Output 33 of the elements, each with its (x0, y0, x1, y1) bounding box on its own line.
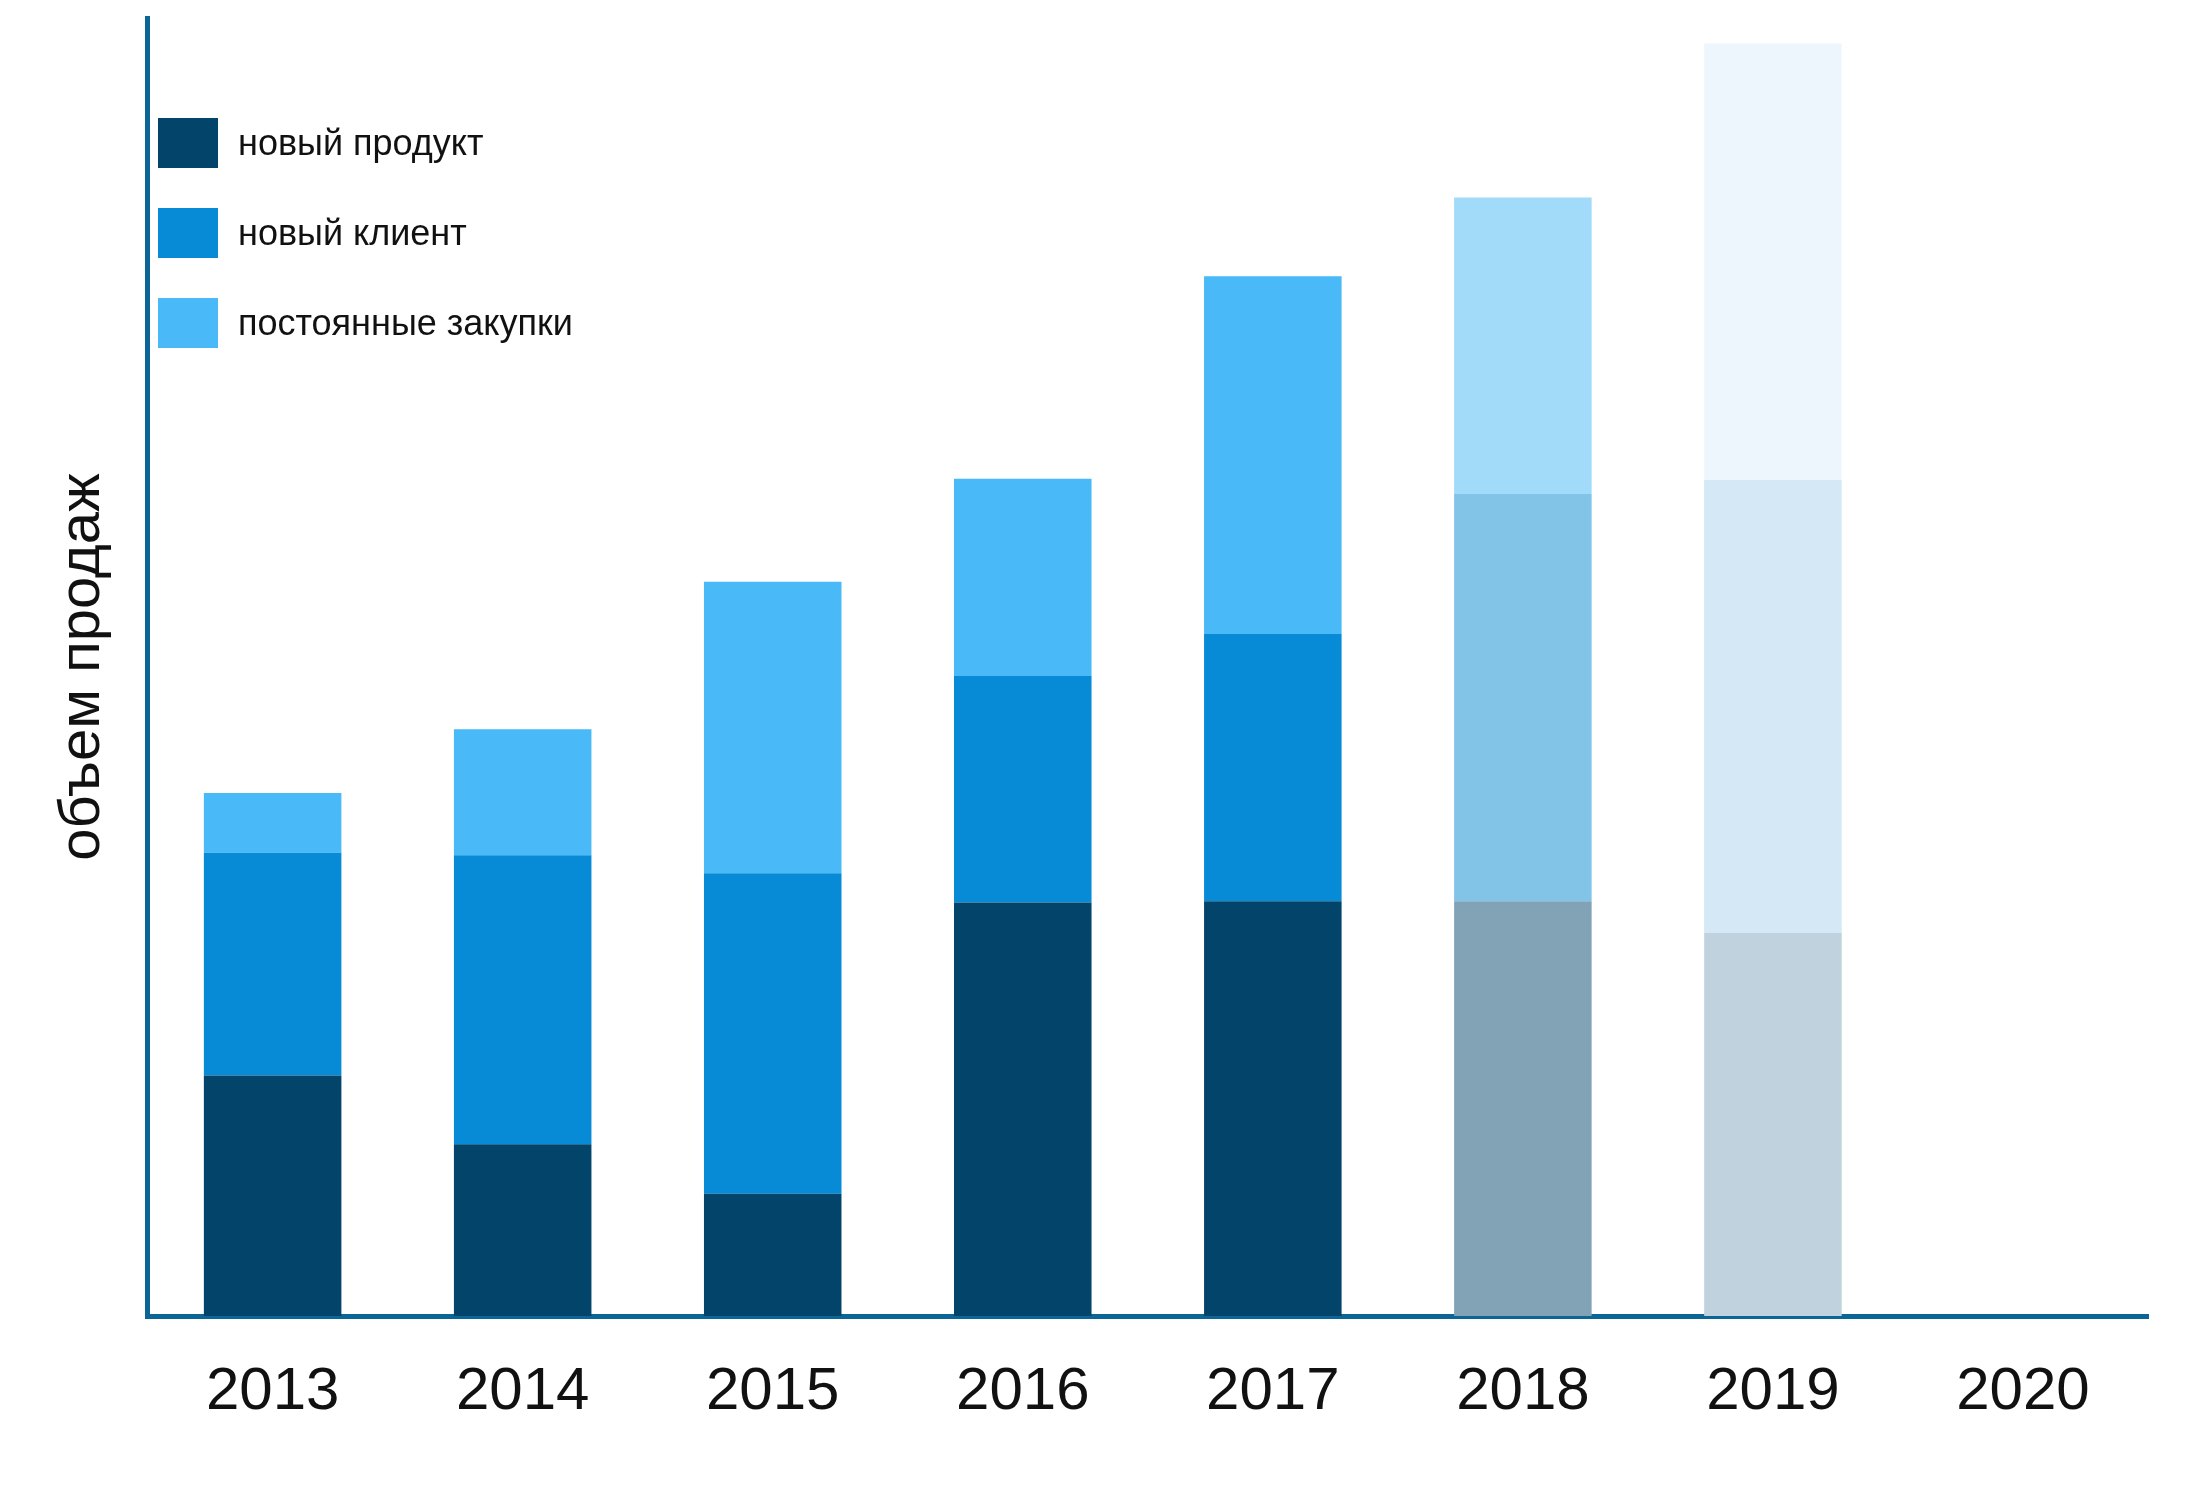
bar (203, 1075, 342, 1316)
x-tick-label: 2019 (1706, 1354, 1840, 1422)
bar (1454, 197, 1592, 494)
bar (1204, 276, 1342, 634)
x-tick-label: 2014 (455, 1354, 590, 1422)
bar (954, 675, 1092, 903)
legend-label: новый продукт (238, 122, 484, 164)
bar (1454, 901, 1592, 1316)
bar (453, 729, 592, 856)
bar (1704, 479, 1842, 933)
x-tick-label: 2015 (705, 1354, 840, 1422)
legend-label: новый клиент (238, 212, 467, 254)
legend-label: постоянные закупки (238, 302, 573, 344)
bar (203, 852, 342, 1076)
bar (954, 902, 1092, 1316)
x-tick-label: 2013 (205, 1354, 340, 1422)
y-axis-title: объем продаж (45, 473, 111, 861)
bar (703, 581, 842, 874)
bar (954, 478, 1092, 676)
x-tick-label: 2018 (1456, 1354, 1590, 1422)
bar (453, 1144, 592, 1316)
bar (1204, 633, 1342, 902)
x-tick-label: 2016 (956, 1354, 1090, 1422)
bar (453, 855, 592, 1145)
bar (703, 1193, 842, 1316)
bar (1454, 493, 1592, 902)
bar (1204, 901, 1342, 1316)
x-tick-label: 2017 (1206, 1354, 1340, 1422)
bar (1704, 932, 1842, 1316)
bar (703, 873, 842, 1194)
x-tick-label: 2020 (1956, 1354, 2090, 1422)
bar (1704, 43, 1842, 480)
bar (203, 792, 342, 853)
